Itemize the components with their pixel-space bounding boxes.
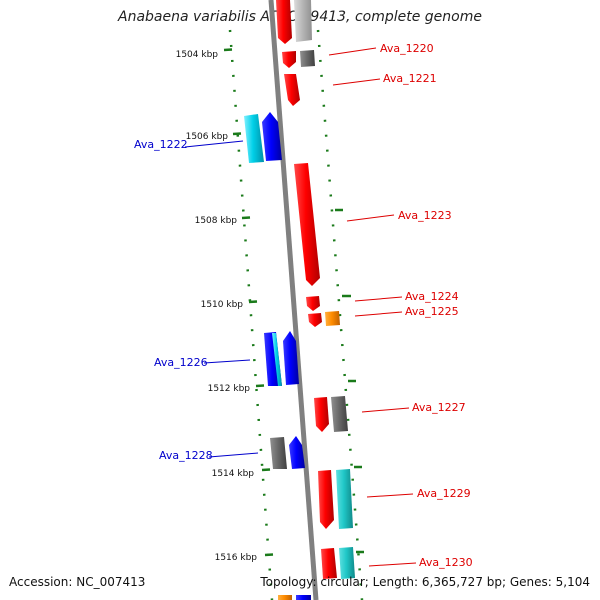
gene-label[interactable]: Ava_1229 xyxy=(417,487,471,500)
gene-label[interactable]: Ava_1230 xyxy=(419,556,473,569)
tick-label: 1516 kbp xyxy=(215,553,258,563)
label-leader xyxy=(208,452,259,458)
gene-label[interactable]: Ava_1223 xyxy=(398,209,452,222)
gene-arrow-cyan[interactable] xyxy=(272,333,282,386)
accession-text: Accession: NC_007413 xyxy=(9,575,146,589)
outer-dotted-guide xyxy=(316,29,364,600)
gene-arrow-gray[interactable] xyxy=(300,50,315,67)
gene-arrow-blue[interactable] xyxy=(289,436,305,469)
tick-mark xyxy=(232,132,242,136)
tick-label: 1508 kbp xyxy=(195,216,238,226)
gene-arrow-orange[interactable] xyxy=(278,595,292,600)
gene-arrow-gray[interactable] xyxy=(331,396,348,432)
gene-arrow-red[interactable] xyxy=(308,313,322,327)
label-leader xyxy=(332,78,381,86)
tick-label: 1512 kbp xyxy=(208,384,251,394)
tick-mark xyxy=(264,553,274,557)
inner-dotted-guide xyxy=(228,29,274,600)
tick-label: 1506 kbp xyxy=(186,132,229,142)
gene-arrow-red[interactable] xyxy=(276,0,292,44)
gene-label[interactable]: Ava_1225 xyxy=(405,305,459,318)
reverse-label-group: Ava_1222 Ava_1226 Ava_1228 xyxy=(134,138,259,462)
gene-label[interactable]: Ava_1228 xyxy=(159,449,213,462)
label-leader xyxy=(328,47,377,56)
gene-arrow-red[interactable] xyxy=(321,548,337,579)
tick-mark xyxy=(255,384,265,388)
gene-arrow-blue[interactable] xyxy=(296,595,311,600)
tick-label: 1514 kbp xyxy=(212,469,255,479)
gene-arrow-cyan[interactable] xyxy=(336,469,353,529)
gene-arrow-cyan[interactable] xyxy=(339,547,355,579)
genome-backbone xyxy=(268,0,319,600)
gene-label[interactable]: Ava_1224 xyxy=(405,290,459,303)
label-leader xyxy=(346,214,395,222)
label-leader xyxy=(361,407,410,413)
gene-arrow-red[interactable] xyxy=(284,74,300,106)
gene-arrow-red[interactable] xyxy=(318,470,334,529)
gene-arrow-blue[interactable] xyxy=(262,112,282,161)
gene-arrow-cyan[interactable] xyxy=(244,114,264,163)
label-leader xyxy=(184,140,244,148)
tick-mark xyxy=(223,48,233,52)
gene-arrow-red[interactable] xyxy=(282,51,296,68)
label-leader xyxy=(354,296,403,302)
tick-mark xyxy=(241,216,251,220)
gene-group xyxy=(244,0,355,600)
label-leader xyxy=(368,562,417,567)
forward-label-group: Ava_1220 Ava_1221 Ava_1223 Ava_1224 Ava_… xyxy=(328,42,473,569)
tick-label: 1510 kbp xyxy=(201,300,244,310)
gene-label[interactable]: Ava_1227 xyxy=(412,401,466,414)
tick-mark xyxy=(248,300,258,304)
topology-text: Topology: circular; Length: 6,365,727 bp… xyxy=(260,575,590,589)
tick-label: 1504 kbp xyxy=(176,50,219,60)
label-leader xyxy=(203,359,251,364)
gene-arrow-blue[interactable] xyxy=(283,331,299,385)
gene-label[interactable]: Ava_1226 xyxy=(154,356,208,369)
gene-arrow-red[interactable] xyxy=(306,296,320,311)
gene-label[interactable]: Ava_1220 xyxy=(380,42,434,55)
gene-arrow-gray[interactable] xyxy=(270,437,287,469)
gene-arrow-light-gray[interactable] xyxy=(294,0,312,42)
gene-label[interactable]: Ava_1222 xyxy=(134,138,188,151)
label-leader xyxy=(354,311,403,317)
gene-arrow-orange[interactable] xyxy=(325,311,340,326)
tick-group: 1504 kbp 1506 kbp 1508 kbp 1510 kbp 1512… xyxy=(176,48,364,563)
gene-arrow-red[interactable] xyxy=(314,397,329,432)
gene-arrow-red[interactable] xyxy=(294,163,320,286)
gene-label[interactable]: Ava_1221 xyxy=(383,72,437,85)
label-leader xyxy=(366,493,414,498)
tick-mark xyxy=(261,468,271,472)
